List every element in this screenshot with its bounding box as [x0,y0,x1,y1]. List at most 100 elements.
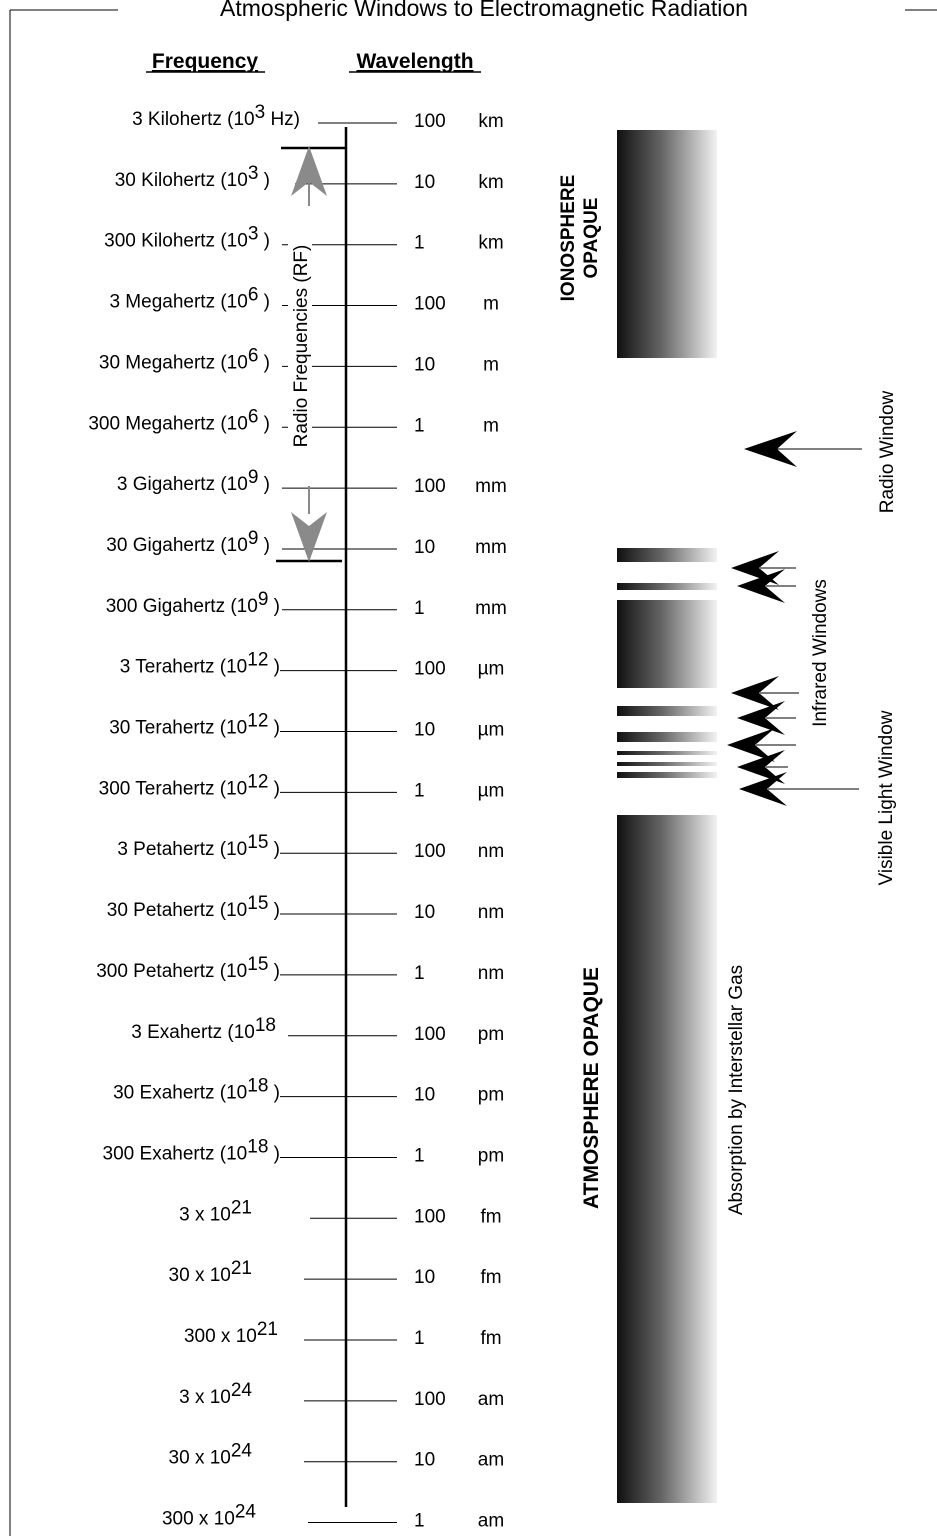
scale-row: 3 Petahertz (1015 ) 100 nm [117,832,504,862]
rf-arrow-up-icon [291,146,327,206]
wavelength-unit: pm [478,1145,504,1166]
scale-row: 3 x 1021 100 fm [179,1197,501,1227]
radio-window-label: Radio Window [877,390,898,513]
frequency-label: 3 Gigahertz (109 ) [117,467,270,495]
radio-window-arrow-icon [744,431,862,467]
wavelength-unit: m [483,415,499,436]
frequency-header: Frequency [152,50,259,73]
frequency-label: 30 Terahertz (1012 ) [109,711,280,739]
frequency-exponent: 21 [257,1319,278,1340]
wavelength-unit: nm [478,902,504,923]
frequency-exponent: 12 [247,771,268,792]
ionosphere-opaque-label: IONOSPHERE [558,175,579,302]
frequency-suffix: ) [258,292,270,313]
frequency-label: 30 x 1021 [169,1258,252,1286]
frequency-base: 300 Petahertz (10 [96,961,247,982]
frequency-exponent: 18 [247,1136,268,1157]
scale-row: 30 Megahertz (106 ) 10 m [99,345,499,375]
frequency-suffix: Hz) [265,109,300,130]
wavelength-unit: µm [478,720,505,741]
frequency-suffix: ) [268,900,280,921]
frequency-label: 3 x 1024 [179,1380,252,1408]
atmosphere-opaque-bar [617,815,717,1503]
wavelength-value: 100 [414,659,446,680]
frequency-exponent: 18 [247,1076,268,1097]
frequency-label: 30 Petahertz (1015 ) [107,893,280,921]
frequency-exponent: 15 [247,893,268,914]
frequency-suffix: ) [268,1143,280,1164]
frequency-exponent: 12 [247,650,268,671]
frequency-exponent: 3 [255,102,266,123]
frequency-label: 30 Megahertz (106 ) [99,345,270,373]
frequency-base: 30 x 10 [169,1265,231,1286]
frequency-label: 30 Exahertz (1018 ) [113,1076,280,1104]
frequency-suffix: ) [258,413,270,434]
frequency-base: 300 Exahertz (10 [103,1143,248,1164]
wavelength-header: Wavelength [356,50,473,73]
frequency-label: 300 Petahertz (1015 ) [96,954,280,982]
wavelength-value: 100 [414,1206,446,1227]
frequency-exponent: 18 [255,1015,276,1036]
infrared-opaque-bar [617,751,717,755]
visible-light-window-arrow-icon [739,772,859,806]
scale-row: 3 x 1024 100 am [179,1380,504,1410]
infrared-opaque-bar [617,548,717,562]
frequency-label: 300 x 1024 [162,1502,256,1530]
wavelength-value: 1 [414,1328,425,1349]
frequency-label: 30 Gigahertz (109 ) [106,528,270,556]
frequency-suffix: ) [268,596,280,617]
wavelength-unit: pm [478,1085,504,1106]
frequency-suffix: ) [258,474,270,495]
frequency-suffix: ) [268,839,280,860]
wavelength-unit: fm [480,1206,501,1227]
frequency-label: 3 Megahertz (106 ) [109,285,270,313]
wavelength-unit: fm [480,1267,501,1288]
frequency-label: 300 Megahertz (106 ) [88,406,270,434]
frequency-suffix: ) [268,778,280,799]
frequency-exponent: 9 [258,589,269,610]
scale-row: 30 Exahertz (1018 ) 10 pm [113,1076,504,1106]
wavelength-unit: mm [475,476,507,497]
wavelength-value: 1 [414,598,425,619]
wavelength-value: 1 [414,1145,425,1166]
scale-row: 3 Terahertz (1012 ) 100 µm [120,650,505,680]
rf-bracket: Radio Frequencies (RF) [276,146,346,563]
wavelength-value: 10 [414,1267,435,1288]
wavelength-value: 100 [414,476,446,497]
wavelength-value: 100 [414,111,446,132]
scale-row: 3 Gigahertz (109 ) 100 mm [117,467,507,497]
frequency-base: 300 Kilohertz (10 [104,231,248,252]
rf-label: Radio Frequencies (RF) [291,245,312,448]
frequency-base: 300 x 10 [162,1509,235,1530]
scale-row: 300 Gigahertz (109 ) 1 mm [106,589,507,619]
frequency-label: 3 Petahertz (1015 ) [117,832,280,860]
frequency-base: 300 Terahertz (10 [99,778,248,799]
frequency-exponent: 21 [231,1258,252,1279]
wavelength-unit: km [478,172,503,193]
wavelength-unit: km [478,233,503,254]
wavelength-value: 10 [414,354,435,375]
frequency-base: 300 Gigahertz (10 [106,596,258,617]
frequency-exponent: 24 [231,1380,253,1401]
frequency-exponent: 12 [247,711,268,732]
frequency-base: 30 Megahertz (10 [99,352,248,373]
frequency-base: 300 Megahertz (10 [88,413,248,434]
diagram-title: Atmospheric Windows to Electromagnetic R… [220,0,748,21]
wavelength-unit: km [478,111,503,132]
scale-row: 3 Megahertz (106 ) 100 m [109,285,498,315]
frequency-label: 3 Kilohertz (103 Hz) [132,102,300,130]
frequency-suffix: ) [258,170,270,191]
scale-row: 30 Terahertz (1012 ) 10 µm [109,711,504,741]
wavelength-value: 10 [414,1085,435,1106]
scale-row: 300 Kilohertz (103 ) 1 km [104,224,504,254]
wavelength-unit: am [478,1511,504,1532]
wavelength-value: 100 [414,1389,446,1410]
wavelength-unit: mm [475,537,507,558]
frequency-suffix: ) [258,535,270,556]
wavelength-value: 1 [414,780,425,801]
wavelength-value: 100 [414,1024,446,1045]
frequency-base: 3 Megahertz (10 [109,292,247,313]
infrared-opaque-bar [617,583,717,590]
frequency-base: 3 Exahertz (10 [131,1022,255,1043]
